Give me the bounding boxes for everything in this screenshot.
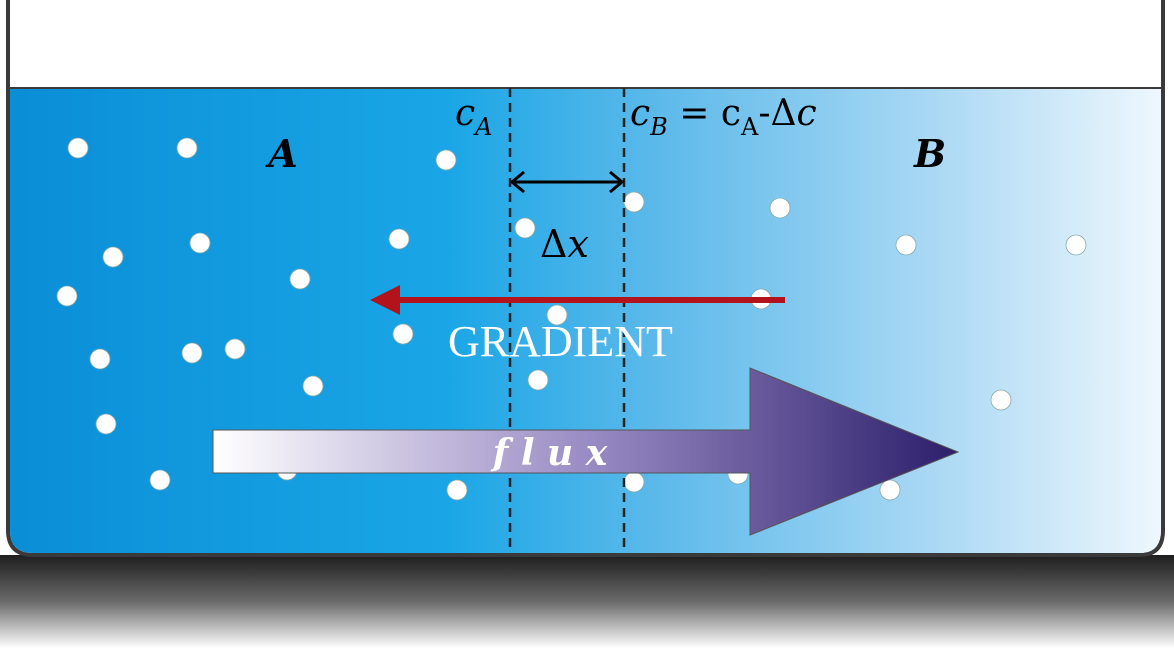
particle bbox=[770, 198, 790, 218]
particle bbox=[528, 370, 548, 390]
gradient-label: GRADIENT bbox=[448, 317, 673, 366]
symbol: c bbox=[797, 93, 817, 134]
particle bbox=[515, 218, 535, 238]
label-b: B bbox=[913, 131, 946, 176]
particle bbox=[624, 472, 644, 492]
particle bbox=[624, 192, 644, 212]
symbol: c bbox=[455, 93, 475, 134]
floor-shadow bbox=[0, 555, 1174, 648]
delta: -Δ bbox=[758, 93, 796, 134]
equals: = c bbox=[668, 93, 741, 134]
page: {"labels": { "region_a": "A", "region_b"… bbox=[0, 0, 1174, 648]
particle bbox=[436, 150, 456, 170]
particle bbox=[90, 349, 110, 369]
particle bbox=[57, 286, 77, 306]
particle bbox=[1066, 235, 1086, 255]
particle bbox=[96, 414, 116, 434]
particle bbox=[177, 138, 197, 158]
symbol: c bbox=[630, 93, 650, 134]
diagram: A B cA cB = cA-Δc Δx GRADIENT f l u x bbox=[0, 0, 1174, 648]
particle bbox=[991, 390, 1011, 410]
subscript: B bbox=[649, 113, 668, 141]
flux-label: f l u x bbox=[490, 432, 608, 474]
particle bbox=[68, 138, 88, 158]
label-a: A bbox=[265, 131, 297, 176]
particle bbox=[182, 343, 202, 363]
particle bbox=[303, 376, 323, 396]
particle bbox=[190, 233, 210, 253]
particle bbox=[896, 235, 916, 255]
subscript: A bbox=[473, 113, 492, 141]
particle bbox=[103, 247, 123, 267]
particle bbox=[393, 324, 413, 344]
particle bbox=[225, 339, 245, 359]
symbol: x bbox=[567, 222, 588, 266]
particle bbox=[290, 269, 310, 289]
delta-x: Δx bbox=[540, 222, 589, 266]
delta: Δ bbox=[540, 222, 567, 266]
subscript: A bbox=[740, 113, 759, 141]
particle bbox=[389, 229, 409, 249]
particle bbox=[880, 480, 900, 500]
particle bbox=[447, 480, 467, 500]
particle bbox=[150, 470, 170, 490]
